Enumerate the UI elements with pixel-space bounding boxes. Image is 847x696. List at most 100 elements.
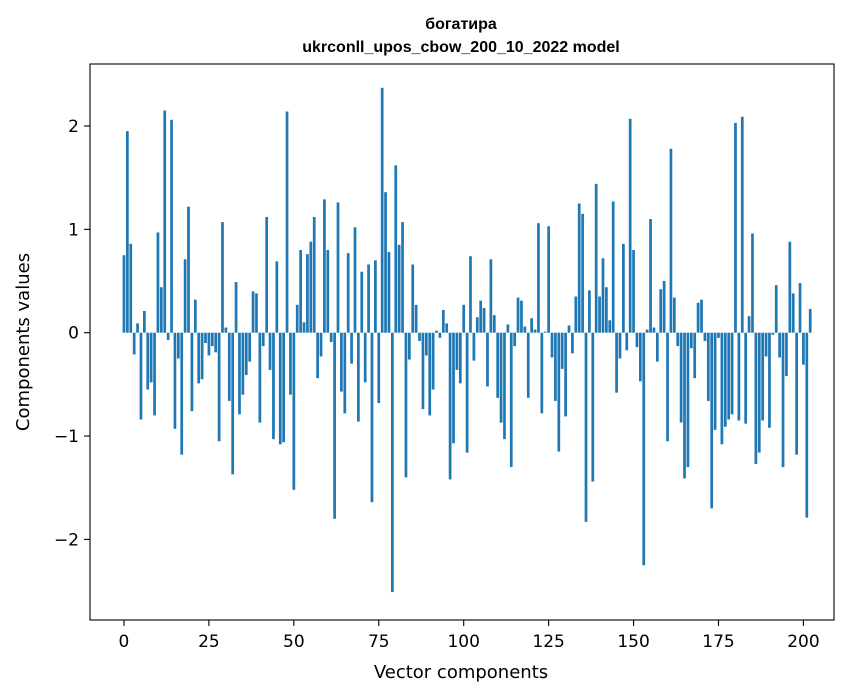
bar bbox=[163, 110, 167, 333]
bar bbox=[326, 250, 330, 333]
bar bbox=[363, 332, 367, 383]
bar bbox=[438, 332, 442, 338]
bar bbox=[611, 201, 615, 333]
bar bbox=[560, 332, 564, 369]
bar bbox=[336, 202, 340, 333]
bar bbox=[391, 332, 394, 593]
bar bbox=[292, 332, 296, 490]
bar bbox=[238, 332, 241, 415]
bar bbox=[428, 332, 432, 416]
bar bbox=[170, 119, 173, 333]
bar bbox=[323, 199, 326, 333]
y-axis-label: Components values bbox=[13, 253, 34, 431]
bar bbox=[234, 282, 238, 333]
bar bbox=[309, 241, 313, 333]
bar bbox=[448, 332, 452, 480]
bar bbox=[272, 332, 275, 440]
bar bbox=[710, 332, 714, 509]
bar bbox=[785, 332, 788, 377]
bar bbox=[343, 332, 347, 414]
bar bbox=[520, 300, 523, 333]
bar bbox=[649, 219, 652, 333]
bar bbox=[689, 332, 693, 349]
bar bbox=[357, 332, 360, 422]
bar bbox=[676, 332, 680, 347]
x-tick-label: 100 bbox=[447, 632, 479, 652]
x-tick-label: 175 bbox=[702, 632, 734, 652]
bar bbox=[703, 332, 707, 341]
bar bbox=[662, 281, 666, 333]
bar bbox=[564, 332, 567, 417]
bar bbox=[136, 323, 139, 333]
bar bbox=[720, 332, 724, 445]
bar bbox=[605, 287, 608, 333]
bar bbox=[778, 332, 781, 358]
bar bbox=[299, 250, 302, 333]
bar bbox=[795, 332, 798, 455]
bar bbox=[367, 264, 370, 333]
bar bbox=[666, 332, 669, 442]
x-axis-label: Vector components bbox=[374, 662, 548, 683]
bar bbox=[411, 264, 415, 333]
chart-title-line2: ukrconll_upos_cbow_200_10_2022 model bbox=[302, 39, 619, 56]
bar bbox=[469, 256, 472, 333]
bar bbox=[509, 332, 513, 468]
bar bbox=[475, 317, 479, 333]
bar bbox=[176, 332, 180, 359]
bar bbox=[346, 253, 350, 333]
x-tick-label: 25 bbox=[198, 632, 220, 652]
x-tick-label: 50 bbox=[283, 632, 305, 652]
bar bbox=[530, 318, 533, 333]
y-axis-ticks: −2 −1 0 1 2 bbox=[54, 117, 90, 550]
bar bbox=[360, 271, 364, 333]
bar bbox=[669, 148, 673, 333]
bar bbox=[278, 332, 282, 445]
bar bbox=[231, 332, 235, 475]
bar bbox=[122, 255, 126, 333]
bar bbox=[588, 290, 591, 333]
bar bbox=[197, 332, 201, 384]
bar bbox=[200, 332, 204, 380]
bar bbox=[557, 332, 561, 452]
y-tick-label: 2 bbox=[68, 117, 79, 137]
bar bbox=[492, 315, 496, 333]
bar bbox=[740, 116, 744, 333]
bar bbox=[248, 332, 252, 362]
bar bbox=[683, 332, 686, 479]
bar bbox=[193, 299, 197, 333]
x-tick-label: 150 bbox=[617, 632, 649, 652]
bar bbox=[686, 332, 690, 468]
bar bbox=[506, 324, 510, 333]
bar bbox=[401, 222, 404, 333]
bar bbox=[146, 332, 150, 390]
bar bbox=[244, 332, 248, 376]
bar bbox=[713, 332, 717, 430]
bar bbox=[329, 332, 333, 342]
bar bbox=[350, 332, 353, 364]
bar bbox=[652, 327, 656, 333]
bar bbox=[754, 332, 758, 464]
bar bbox=[312, 216, 316, 333]
bar bbox=[282, 332, 285, 443]
bar bbox=[353, 227, 357, 333]
bar bbox=[771, 332, 775, 335]
bar bbox=[241, 332, 245, 395]
bar bbox=[761, 332, 765, 421]
bar bbox=[679, 332, 683, 423]
bar bbox=[441, 309, 445, 333]
y-tick-label: 0 bbox=[68, 324, 79, 344]
bars-group bbox=[122, 87, 812, 593]
bar bbox=[394, 165, 398, 333]
bar bbox=[132, 332, 136, 355]
bar bbox=[808, 308, 812, 333]
bar bbox=[672, 297, 676, 333]
bar bbox=[462, 304, 466, 333]
bar bbox=[730, 332, 734, 415]
x-tick-label: 0 bbox=[119, 632, 130, 652]
bar bbox=[645, 329, 649, 333]
bar bbox=[591, 332, 595, 482]
bar bbox=[706, 332, 710, 401]
bar bbox=[251, 291, 255, 333]
bar bbox=[295, 304, 299, 333]
